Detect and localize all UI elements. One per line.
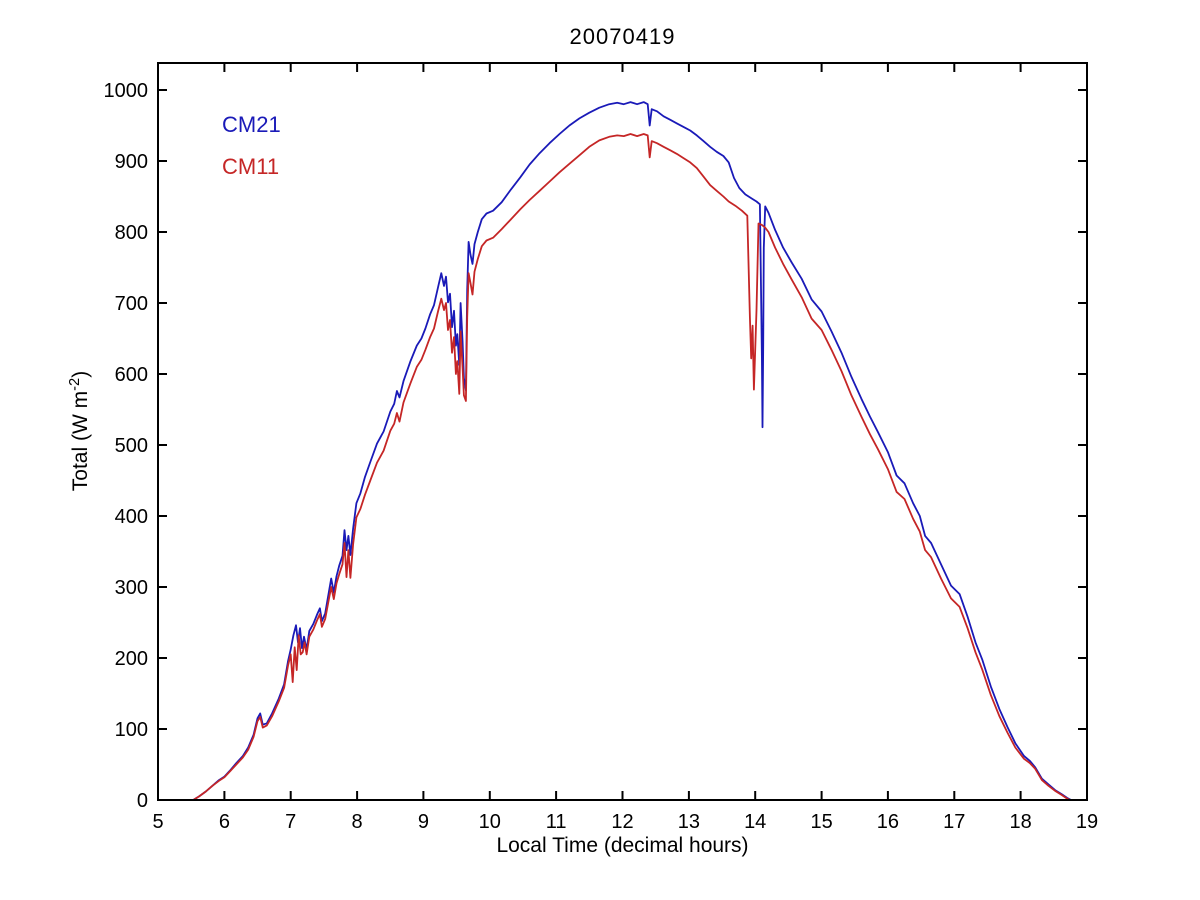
axis-ticks: 5 6 7 8 9 10 11 12 13 14 15 16 17 18 19 0 100 200 300 400 50… bbox=[104, 63, 1098, 833]
y-tick-label: 300 bbox=[115, 577, 148, 599]
plot-box bbox=[157, 62, 1088, 801]
chart-title: 20070419 bbox=[569, 24, 676, 49]
legend-item-cm21: CM21 bbox=[222, 112, 281, 138]
y-tick-label: 400 bbox=[115, 506, 148, 528]
y-tick-label: 100 bbox=[115, 719, 148, 741]
y-tick-label: 600 bbox=[115, 364, 148, 386]
x-tick-label: 8 bbox=[352, 811, 363, 833]
y-tick-label: 1000 bbox=[104, 80, 149, 102]
x-tick-label: 18 bbox=[1009, 811, 1031, 833]
y-tick-label: 900 bbox=[115, 151, 148, 173]
x-tick-label: 11 bbox=[546, 811, 567, 833]
x-tick-label: 15 bbox=[810, 811, 832, 833]
data-series bbox=[192, 101, 1072, 801]
series-CM11 bbox=[192, 133, 1071, 801]
y-axis-label-close: ) bbox=[69, 370, 92, 378]
x-tick-label: 10 bbox=[479, 811, 501, 833]
y-tick-label: 700 bbox=[115, 293, 148, 315]
x-tick-label: 14 bbox=[744, 811, 766, 833]
x-tick-label: 13 bbox=[678, 811, 700, 833]
y-axis-label: Total (W m-2) bbox=[67, 371, 93, 491]
x-tick-label: 12 bbox=[611, 811, 633, 833]
series-CM21 bbox=[192, 101, 1072, 801]
y-tick-label: 800 bbox=[115, 222, 148, 244]
x-tick-label: 16 bbox=[877, 811, 899, 833]
x-tick-label: 5 bbox=[152, 811, 163, 833]
x-tick-label: 6 bbox=[219, 811, 230, 833]
y-tick-label: 0 bbox=[137, 790, 148, 812]
x-tick-label: 9 bbox=[418, 811, 429, 833]
x-tick-label: 19 bbox=[1076, 811, 1098, 833]
x-tick-label: 17 bbox=[943, 811, 965, 833]
y-axis-label-main: Total (W m bbox=[69, 390, 92, 492]
y-tick-label: 200 bbox=[115, 648, 148, 670]
x-tick-label: 7 bbox=[285, 811, 296, 833]
legend-label-cm11: CM11 bbox=[222, 154, 280, 179]
y-axis-label-superscript: -2 bbox=[67, 377, 83, 391]
x-axis-label: Local Time (decimal hours) bbox=[496, 834, 749, 857]
legend-label-cm21: CM21 bbox=[222, 112, 281, 137]
y-tick-label: 500 bbox=[115, 435, 148, 457]
legend-item-cm11: CM11 bbox=[222, 154, 279, 180]
